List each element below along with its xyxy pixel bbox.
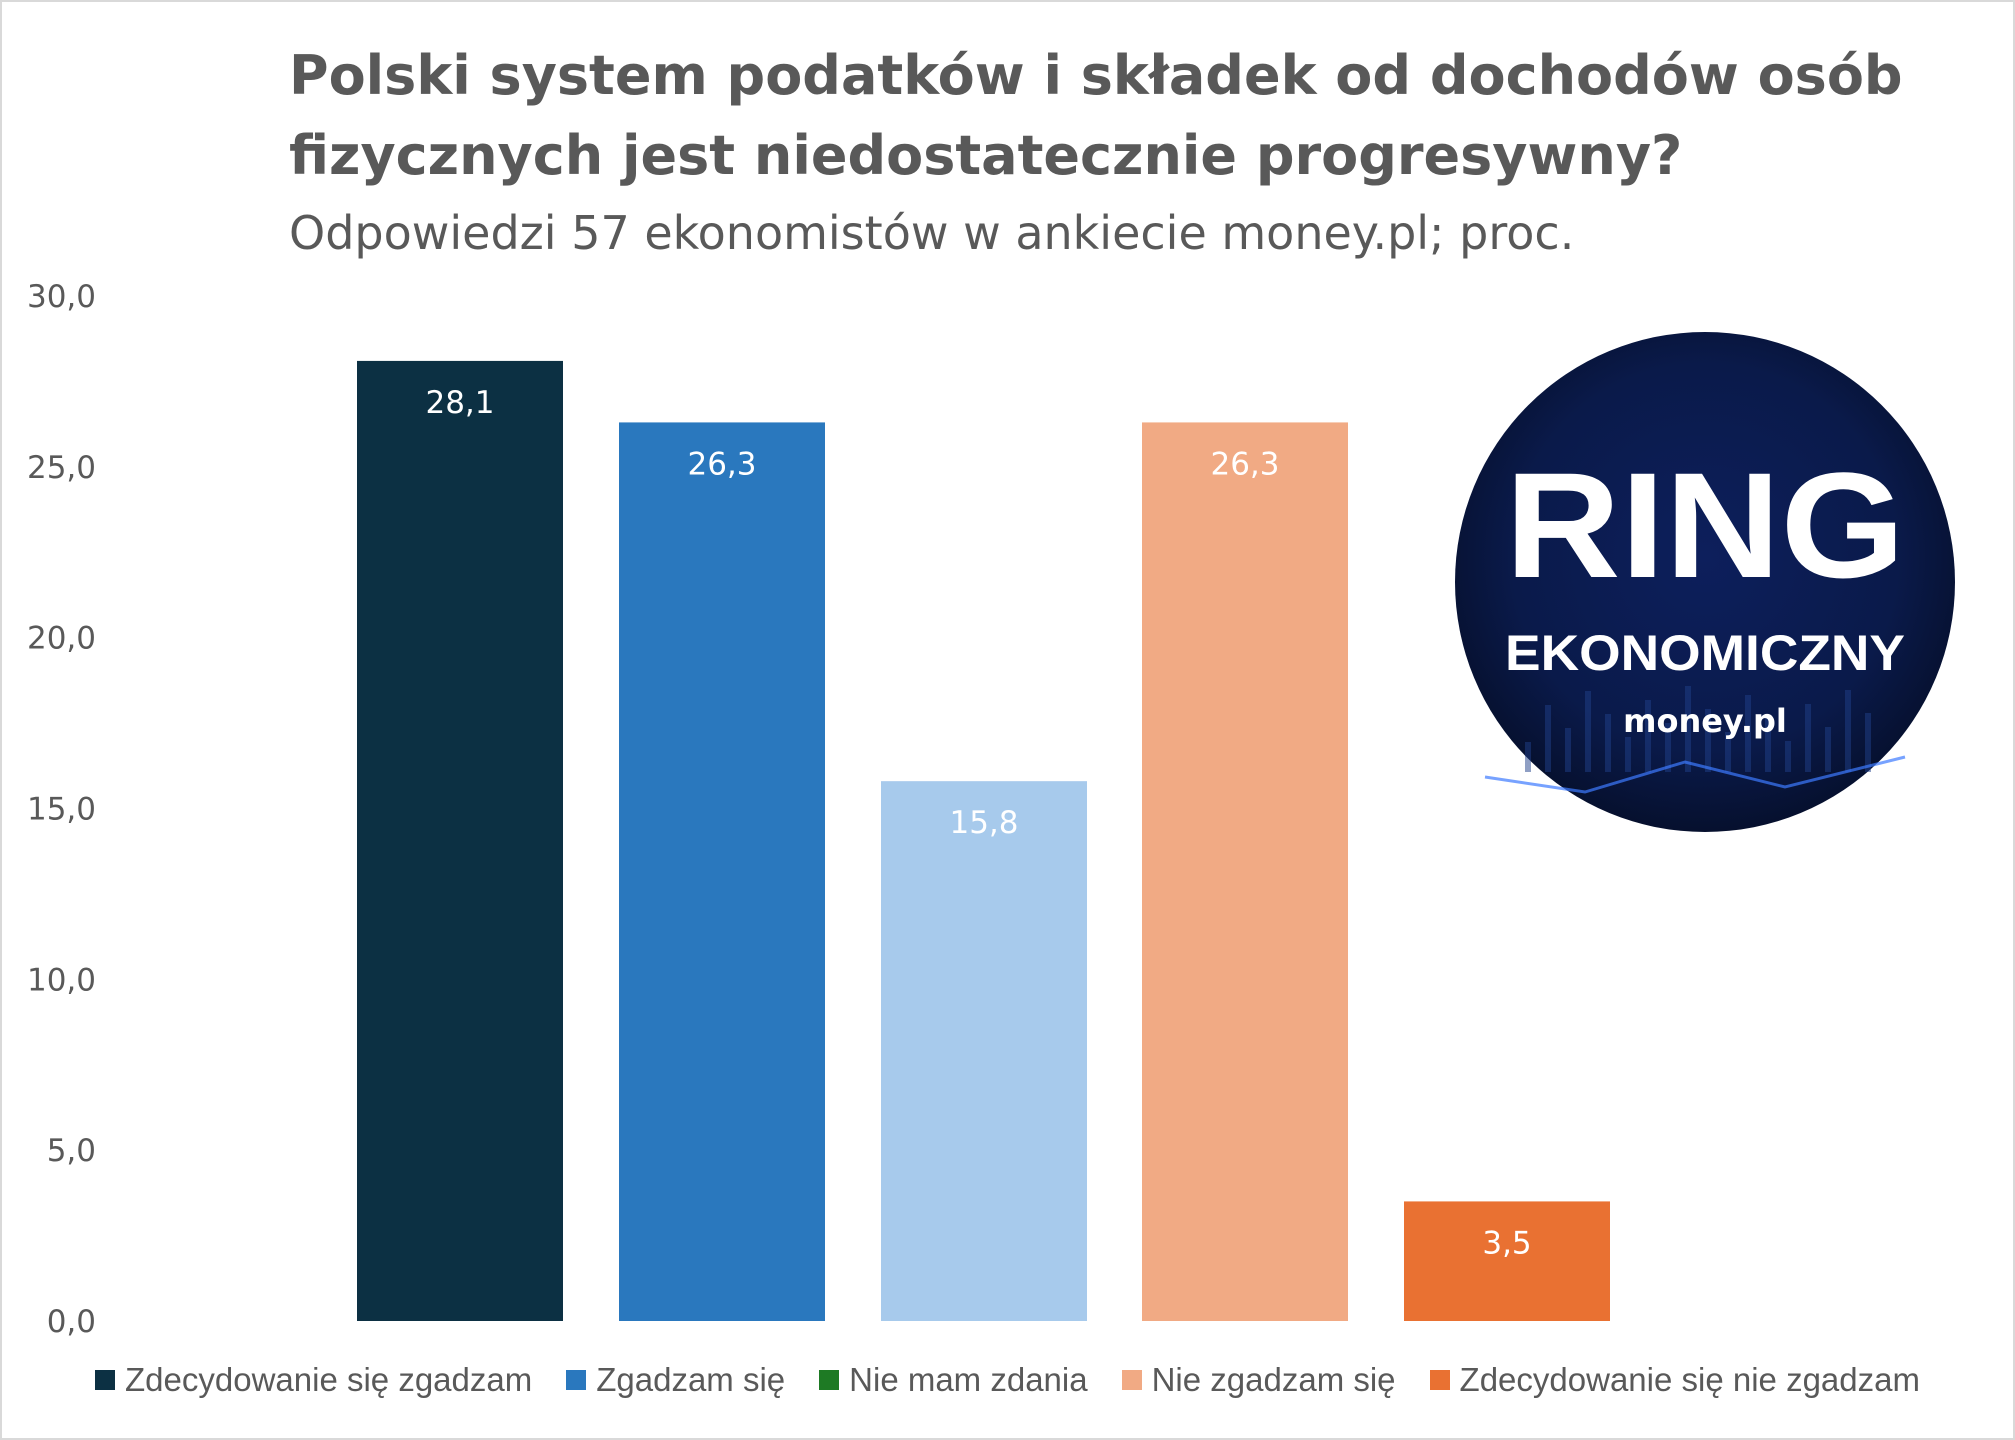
logo-decor-bar xyxy=(1525,742,1531,772)
logo-decor-bar xyxy=(1725,732,1731,772)
logo-decor-bar xyxy=(1805,704,1811,772)
y-tick-label: 0,0 xyxy=(47,1304,96,1340)
chart-title: Polski system podatków i składek od doch… xyxy=(289,36,1903,196)
legend-item: Nie mam zdania xyxy=(819,1358,1088,1402)
bar-2 xyxy=(619,422,825,1322)
logo-decor-bar xyxy=(1865,713,1871,772)
y-tick-label: 15,0 xyxy=(27,792,96,828)
logo-decor-bar xyxy=(1685,686,1691,772)
logo-circle xyxy=(1455,332,1955,832)
title-line-1: Polski system podatków i składek od doch… xyxy=(289,44,1903,107)
legend-swatch xyxy=(1429,1370,1450,1390)
bar-5 xyxy=(1404,1201,1610,1321)
logo-decor-bar xyxy=(1745,695,1751,772)
bar-3 xyxy=(881,781,1087,1321)
logo-decor-bar xyxy=(1765,718,1771,772)
title-line-2: fizycznych jest niedostatecznie progresy… xyxy=(289,124,1683,187)
logo-money-text: money.pl xyxy=(1623,702,1787,740)
legend-swatch xyxy=(95,1370,116,1390)
logo-ekonomiczny-text: EKONOMICZNY xyxy=(1505,625,1905,681)
logo-decor-bar xyxy=(1825,727,1831,772)
legend-item: Nie zgadzam się xyxy=(1121,1358,1396,1402)
logo-decor-bar xyxy=(1585,691,1591,772)
legend-item: Zgadzam się xyxy=(566,1358,785,1402)
data-label: 28,1 xyxy=(425,385,494,421)
y-tick-label: 20,0 xyxy=(27,621,96,657)
legend-swatch xyxy=(819,1370,840,1390)
legend-label: Nie mam zdania xyxy=(849,1361,1088,1398)
logo-decor-bar xyxy=(1705,709,1711,772)
logo-decor-line xyxy=(1484,755,1906,794)
logo-decor-bar xyxy=(1565,728,1571,772)
logo-decor-bar xyxy=(1665,723,1671,772)
data-label: 15,8 xyxy=(949,805,1018,841)
y-tick-label: 10,0 xyxy=(27,962,96,998)
logo-decor-bar xyxy=(1845,690,1851,772)
legend-item: Zdecydowanie się nie zgadzam xyxy=(1429,1358,1920,1402)
logo-decor-bar xyxy=(1785,741,1791,772)
bar-4 xyxy=(1142,422,1348,1322)
legend: Zdecydowanie się zgadzam Zgadzam się Nie m… xyxy=(0,1358,2015,1402)
logo-decor-bar xyxy=(1545,705,1551,772)
bar-1 xyxy=(357,360,563,1322)
chart-subtitle: Odpowiedzi 57 ekonomistów w ankiecie mon… xyxy=(289,206,1575,260)
y-tick-label: 25,0 xyxy=(27,450,96,486)
logo-decor-bar xyxy=(1645,700,1651,772)
data-label: 26,3 xyxy=(687,446,756,482)
legend-label: Zdecydowanie się nie zgadzam xyxy=(1459,1361,1920,1398)
data-label: 3,5 xyxy=(1482,1225,1531,1261)
logo-decor-bar xyxy=(1605,714,1611,772)
legend-label: Zdecydowanie się zgadzam xyxy=(125,1361,533,1398)
legend-label: Nie zgadzam się xyxy=(1151,1361,1396,1398)
logo-ring-text: RING xyxy=(1505,441,1905,609)
legend-label: Zgadzam się xyxy=(596,1361,786,1398)
legend-item: Zdecydowanie się zgadzam xyxy=(95,1358,532,1402)
logo-decor-bar xyxy=(1625,737,1631,772)
data-label: 26,3 xyxy=(1210,446,1279,482)
legend-swatch xyxy=(1121,1370,1142,1390)
legend-swatch xyxy=(566,1370,587,1390)
y-tick-label: 5,0 xyxy=(47,1133,96,1169)
y-tick-label: 30,0 xyxy=(27,279,96,315)
